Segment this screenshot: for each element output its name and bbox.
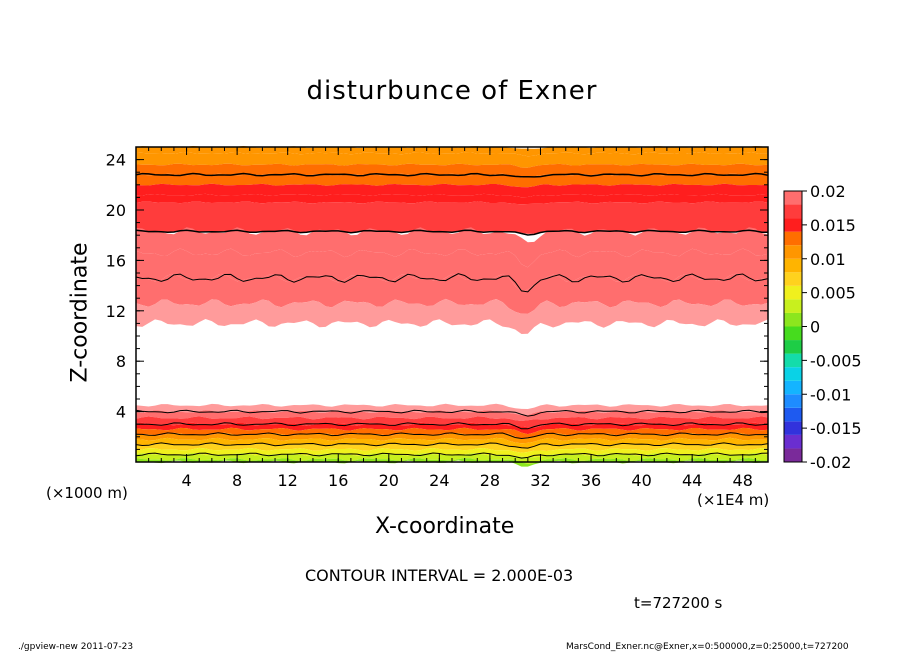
y-tick-label-1: 8: [116, 352, 126, 371]
colorbar-label-7: -0.015: [810, 419, 862, 438]
colorbar-label-8: -0.02: [810, 453, 851, 472]
contour-line-lower-1: [135, 422, 769, 430]
footer-left: ./gpview-new 2011-07-23: [18, 642, 134, 652]
colorbar-cell-16: [784, 231, 802, 246]
contour-line-upper-2: [135, 273, 769, 293]
colorbar-cell-1: [784, 434, 802, 449]
y-tick-label-4: 20: [106, 201, 126, 220]
y-tick-label-2: 12: [106, 302, 126, 321]
colorbar-label-4: 0: [810, 318, 820, 337]
lower-band-8: [136, 447, 768, 458]
colorbar-cell-18: [784, 204, 802, 219]
colorbar-cell-15: [784, 245, 802, 259]
lower-band-0: [136, 403, 768, 416]
y-tick-label-5: 24: [106, 151, 126, 170]
contour-line-lower-0: [135, 409, 769, 417]
x-tick-label-10: 44: [682, 471, 702, 490]
x-axis-label: X-coordinate: [375, 514, 515, 539]
colorbar-label-2: 0.01: [810, 250, 846, 269]
y-tick-label-3: 16: [106, 251, 126, 270]
colorbar-label-3: 0.005: [810, 284, 856, 303]
x-scale-note: (×1E4 m): [697, 491, 770, 509]
lower-band-10: [136, 458, 768, 467]
colorbar-cell-11: [784, 299, 802, 313]
upper-band-8: [136, 248, 768, 292]
upper-band-0: [136, 146, 768, 157]
x-tick-label-1: 8: [232, 471, 242, 490]
lower-band-1: [136, 410, 768, 421]
colorbar-label-5: -0.005: [810, 351, 862, 370]
colorbar-cell-6: [784, 367, 802, 381]
x-tick-label-3: 16: [328, 471, 348, 490]
x-unit-note: (×1000 m): [46, 484, 128, 502]
contour-line-lower-4: [135, 452, 769, 459]
colorbar-cell-19: [784, 191, 802, 205]
lower-band-7: [136, 442, 768, 453]
time-note: t=727200 s: [634, 594, 723, 612]
upper-band-1: [136, 152, 768, 168]
colorbar-cell-13: [784, 272, 802, 286]
colorbar-cell-5: [784, 380, 802, 395]
colorbar-cell-8: [784, 340, 802, 354]
y-tick-label-0: 4: [116, 403, 126, 422]
colorbar-label-6: -0.01: [810, 385, 851, 404]
colorbar-cell-2: [784, 421, 802, 435]
lower-band-2: [136, 416, 768, 428]
x-tick-label-5: 24: [429, 471, 449, 490]
x-tick-label-7: 32: [530, 471, 550, 490]
contour-line-upper-1: [135, 229, 768, 236]
lower-band-6: [136, 437, 768, 449]
contour-line-lower-2: [135, 432, 768, 440]
upper-band-7: [136, 227, 768, 268]
colorbar-cell-17: [784, 218, 802, 232]
y-axis-label: Z-coordinate: [67, 242, 93, 383]
upper-band-9: [136, 273, 768, 314]
contour-line-lower-3: [135, 442, 769, 449]
upper-band-10: [136, 298, 768, 334]
colorbar-cell-7: [784, 353, 802, 368]
x-tick-label-0: 4: [181, 471, 191, 490]
x-tick-label-11: 48: [733, 471, 753, 490]
colorbar-cell-10: [784, 312, 802, 327]
colorbar-cell-9: [784, 326, 802, 341]
x-tick-label-9: 40: [631, 471, 651, 490]
lower-band-4: [136, 427, 768, 439]
colorbar-cell-4: [784, 394, 802, 408]
colorbar-cell-14: [784, 258, 802, 273]
x-tick-label-4: 20: [379, 471, 399, 490]
upper-band-6: [136, 201, 768, 234]
contour-interval-note: CONTOUR INTERVAL = 2.000E-03: [305, 566, 574, 585]
upper-band-3: [136, 173, 768, 188]
colorbar-label-0: 0.02: [810, 182, 846, 201]
colorbar-label-1: 0.015: [810, 216, 856, 235]
colorbar-cell-12: [784, 285, 802, 300]
colorbar-cell-3: [784, 407, 802, 422]
x-tick-label-2: 12: [278, 471, 298, 490]
chart-title: disturbunce of Exner: [306, 76, 598, 106]
contour-line-upper-0: [135, 172, 769, 178]
x-tick-label-8: 36: [581, 471, 601, 490]
footer-right: MarsCond_Exner.nc@Exner,x=0:500000,z=0:2…: [566, 642, 849, 652]
x-tick-label-6: 28: [480, 471, 500, 490]
upper-band-4: [136, 183, 768, 198]
colorbar-cell-0: [784, 448, 802, 462]
